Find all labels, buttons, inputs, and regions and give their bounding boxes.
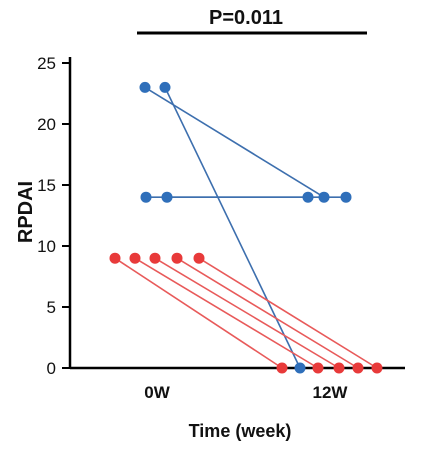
blue-data-point	[161, 191, 173, 203]
y-ticks: 0 5 10 15 20 25	[37, 54, 70, 378]
y-tick-label: 25	[37, 54, 56, 73]
blue-data-point	[159, 81, 171, 93]
blue-data-point	[318, 191, 330, 203]
red-series-line	[198, 257, 378, 369]
blue-data-point	[340, 191, 352, 203]
blue-series-line	[164, 87, 301, 369]
red-data-point	[171, 252, 183, 264]
red-series-line	[176, 257, 359, 369]
red-data-point	[129, 252, 141, 264]
red-data-point	[149, 252, 161, 264]
y-tick-label: 15	[37, 176, 56, 195]
p-value-label: P=0.011	[209, 7, 283, 29]
blue-data-point	[294, 362, 306, 374]
y-tick-label: 10	[37, 237, 56, 256]
red-series-line	[134, 257, 319, 369]
red-data-point	[371, 362, 383, 374]
red-series-line	[154, 257, 340, 369]
x-axis-label: Time (week)	[189, 421, 292, 441]
red-data-point	[312, 362, 324, 374]
x-tick-label: 0W	[144, 383, 170, 402]
blue-series-line	[144, 86, 325, 198]
red-data-point	[193, 252, 205, 264]
x-tick-label: 12W	[313, 383, 349, 402]
red-data-point	[276, 362, 288, 374]
red-data-point	[109, 252, 121, 264]
red-series-line	[114, 257, 283, 369]
blue-data-point	[302, 191, 314, 203]
blue-data-point	[140, 191, 152, 203]
y-tick-label: 5	[47, 298, 56, 317]
red-data-point	[333, 362, 345, 374]
y-tick-label: 0	[47, 359, 56, 378]
series-points	[109, 81, 383, 374]
y-axis-label: RPDAI	[15, 181, 37, 243]
series-lines	[114, 86, 378, 369]
red-data-point	[352, 362, 364, 374]
blue-data-point	[139, 81, 151, 93]
y-tick-label: 20	[37, 115, 56, 134]
